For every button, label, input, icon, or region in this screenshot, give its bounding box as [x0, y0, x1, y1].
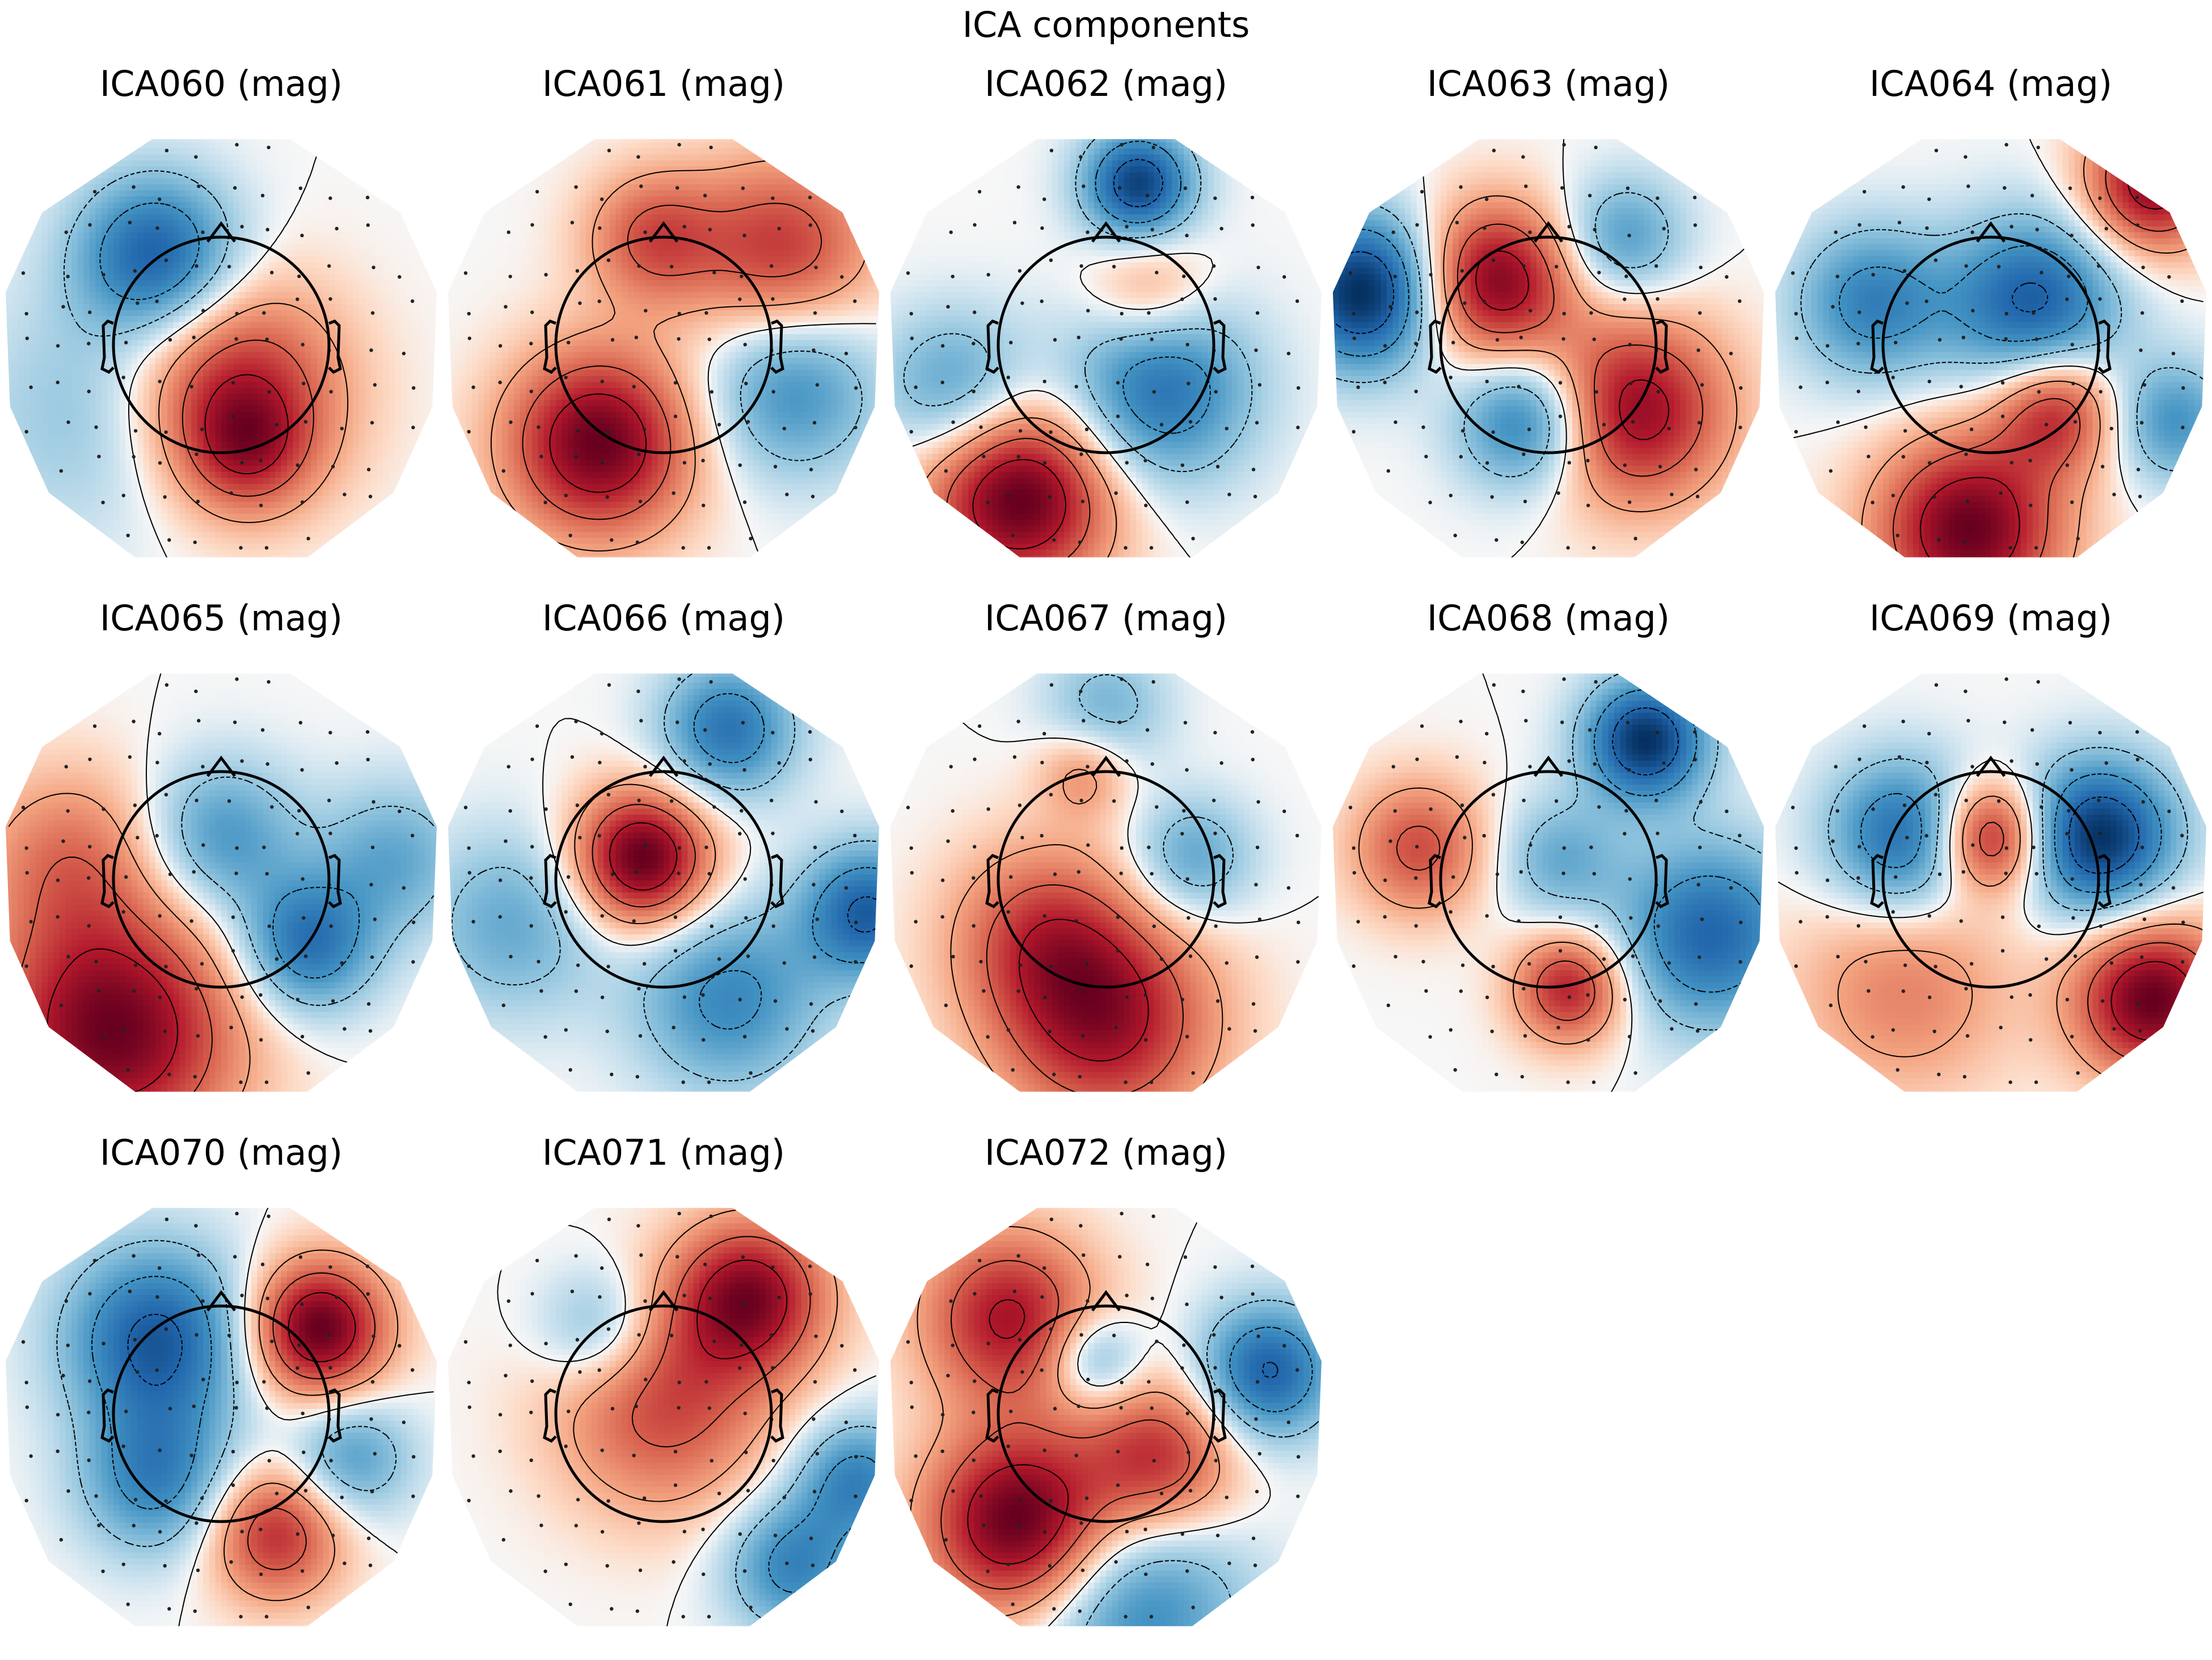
- topomap: [1333, 130, 1764, 562]
- topomap: [890, 665, 1322, 1096]
- component-title: ICA063 (mag): [1333, 61, 1764, 107]
- component-title: ICA072 (mag): [890, 1130, 1322, 1176]
- component-title: ICA064 (mag): [1775, 61, 2206, 107]
- component-title: ICA066 (mag): [448, 596, 879, 641]
- topomap: [448, 665, 879, 1096]
- component-title: ICA065 (mag): [6, 596, 437, 641]
- topomap: [890, 1199, 1322, 1630]
- component-title: ICA070 (mag): [6, 1130, 437, 1176]
- topomap: [6, 130, 437, 562]
- topomap: [1775, 665, 2206, 1096]
- topomap: [1333, 665, 1764, 1096]
- topomap: [6, 665, 437, 1096]
- topomap: [448, 1199, 879, 1630]
- topomap: [1775, 130, 2206, 562]
- component-title: ICA060 (mag): [6, 61, 437, 107]
- component-title: ICA067 (mag): [890, 596, 1322, 641]
- component-title: ICA071 (mag): [448, 1130, 879, 1176]
- component-title: ICA068 (mag): [1333, 596, 1764, 641]
- topomap: [6, 1199, 437, 1630]
- figure-title: ICA components: [0, 2, 2212, 48]
- topomap: [448, 130, 879, 562]
- component-title: ICA061 (mag): [448, 61, 879, 107]
- component-title: ICA062 (mag): [890, 61, 1322, 107]
- component-title: ICA069 (mag): [1775, 596, 2206, 641]
- topomap: [890, 130, 1322, 562]
